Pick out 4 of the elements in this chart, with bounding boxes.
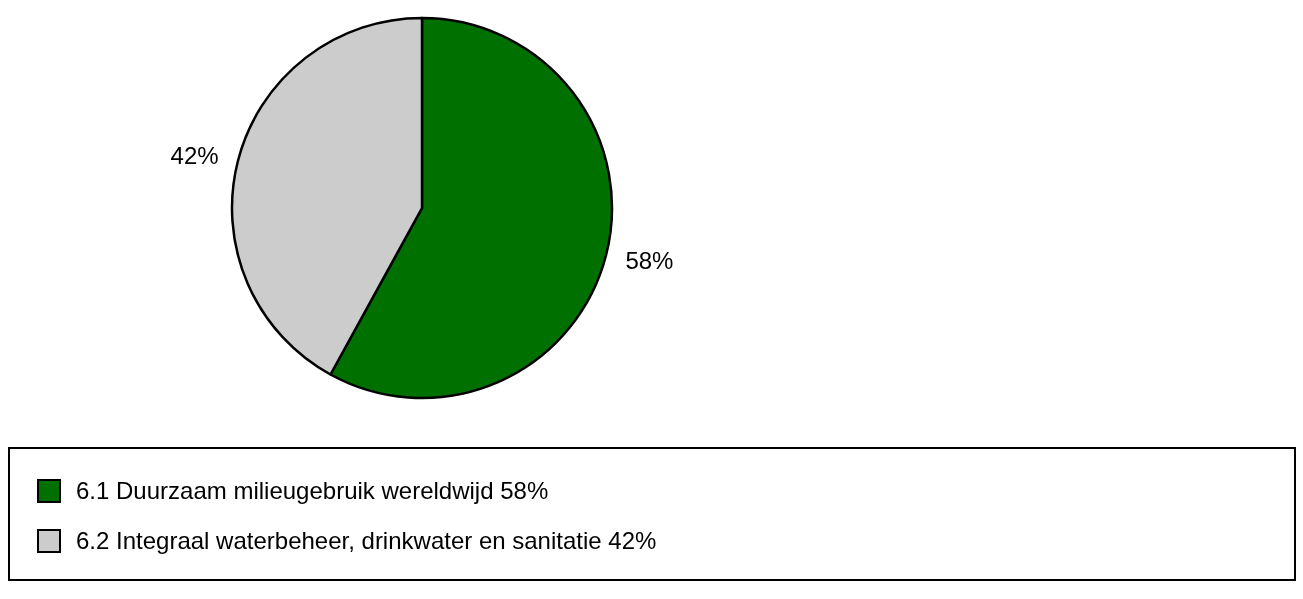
data-label: 42% bbox=[170, 142, 219, 170]
data-label: 58% bbox=[625, 246, 674, 274]
legend-label: 6.1 Duurzaam milieugebruik wereldwijd 58% bbox=[76, 477, 549, 505]
legend-label: 6.2 Integraal waterbeheer, drinkwater en sanitatie 42% bbox=[76, 527, 657, 555]
